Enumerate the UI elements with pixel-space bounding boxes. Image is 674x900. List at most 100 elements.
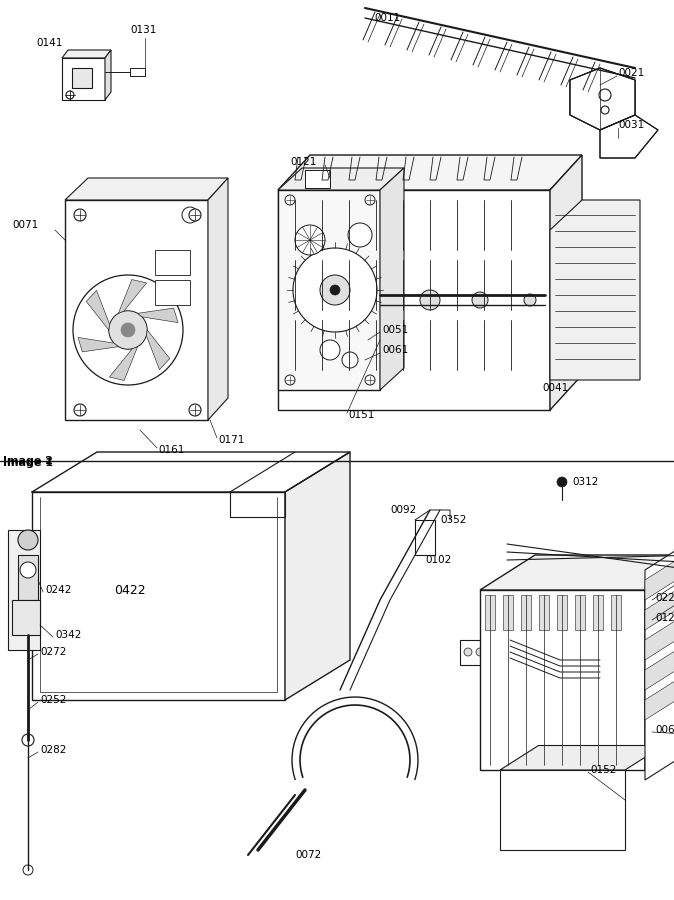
Circle shape	[182, 207, 198, 223]
Circle shape	[342, 352, 358, 368]
Text: 0342: 0342	[55, 630, 82, 640]
Polygon shape	[65, 200, 208, 420]
Polygon shape	[557, 595, 567, 630]
Circle shape	[109, 310, 147, 349]
Circle shape	[320, 340, 340, 360]
Polygon shape	[503, 595, 513, 630]
Polygon shape	[500, 745, 663, 770]
Polygon shape	[65, 178, 228, 200]
Polygon shape	[18, 555, 38, 600]
Circle shape	[295, 225, 325, 255]
Polygon shape	[645, 535, 674, 780]
Polygon shape	[645, 635, 674, 690]
Polygon shape	[570, 68, 635, 130]
Polygon shape	[62, 58, 105, 100]
Polygon shape	[146, 330, 170, 370]
Polygon shape	[8, 530, 40, 650]
Circle shape	[189, 209, 201, 221]
Text: 0141: 0141	[36, 38, 63, 48]
Bar	[72, 68, 92, 88]
Circle shape	[500, 648, 508, 656]
Text: 0242: 0242	[45, 585, 71, 595]
Text: 0031: 0031	[618, 120, 644, 130]
Text: 0051: 0051	[382, 325, 408, 335]
Polygon shape	[539, 595, 549, 630]
Circle shape	[20, 562, 36, 578]
Circle shape	[74, 209, 86, 221]
Text: 0171: 0171	[218, 435, 245, 445]
Circle shape	[488, 648, 496, 656]
Circle shape	[22, 734, 34, 746]
Circle shape	[557, 477, 567, 487]
Text: 0282: 0282	[40, 745, 66, 755]
Circle shape	[601, 106, 609, 114]
Polygon shape	[119, 280, 147, 313]
Polygon shape	[137, 308, 178, 322]
Circle shape	[365, 375, 375, 385]
Circle shape	[348, 223, 372, 247]
Text: Image 2: Image 2	[3, 456, 53, 466]
Polygon shape	[62, 50, 111, 58]
Circle shape	[472, 292, 488, 308]
Polygon shape	[380, 168, 404, 390]
Text: 0121: 0121	[290, 157, 316, 167]
Text: 0122: 0122	[655, 613, 674, 623]
Polygon shape	[611, 595, 621, 630]
Bar	[305, 170, 330, 188]
Polygon shape	[480, 555, 674, 590]
Text: 0252: 0252	[40, 695, 66, 705]
Text: 0352: 0352	[440, 515, 466, 525]
Circle shape	[476, 648, 484, 656]
Bar	[155, 250, 190, 275]
Text: 0272: 0272	[40, 647, 66, 657]
Text: 0151: 0151	[348, 410, 374, 420]
Text: 0422: 0422	[114, 583, 146, 597]
Circle shape	[330, 285, 340, 295]
Polygon shape	[109, 346, 137, 381]
Text: 0071: 0071	[12, 220, 38, 230]
Polygon shape	[32, 492, 285, 700]
Polygon shape	[521, 595, 531, 630]
Polygon shape	[278, 190, 550, 410]
Polygon shape	[285, 452, 350, 700]
Circle shape	[121, 323, 135, 337]
Polygon shape	[480, 590, 645, 770]
Polygon shape	[645, 575, 674, 630]
Polygon shape	[645, 605, 674, 660]
Text: 0222: 0222	[655, 593, 674, 603]
Polygon shape	[500, 770, 625, 850]
Text: 0092: 0092	[390, 505, 417, 515]
Text: 0102: 0102	[425, 555, 452, 565]
Text: Image 1: Image 1	[3, 458, 53, 468]
Bar	[155, 280, 190, 305]
Polygon shape	[86, 291, 110, 330]
Circle shape	[464, 648, 472, 656]
Circle shape	[293, 248, 377, 332]
Polygon shape	[278, 168, 404, 190]
Polygon shape	[570, 68, 635, 130]
Text: 0131: 0131	[130, 25, 156, 35]
Polygon shape	[550, 155, 582, 410]
Circle shape	[599, 89, 611, 101]
Polygon shape	[645, 555, 674, 770]
Text: 0021: 0021	[618, 68, 644, 78]
Circle shape	[23, 865, 33, 875]
Circle shape	[74, 404, 86, 416]
Text: 0152: 0152	[590, 765, 617, 775]
Circle shape	[524, 294, 536, 306]
Text: 0312: 0312	[572, 477, 599, 487]
Text: 0072: 0072	[295, 850, 321, 860]
Polygon shape	[575, 595, 585, 630]
Text: 0011: 0011	[374, 13, 400, 23]
Polygon shape	[415, 520, 435, 555]
Polygon shape	[645, 545, 674, 600]
Polygon shape	[278, 155, 582, 190]
Circle shape	[18, 530, 38, 550]
Text: 0041: 0041	[542, 383, 568, 393]
Circle shape	[420, 290, 440, 310]
Polygon shape	[645, 665, 674, 720]
Circle shape	[320, 275, 350, 305]
Polygon shape	[460, 640, 510, 665]
Text: 0061: 0061	[382, 345, 408, 355]
Circle shape	[285, 375, 295, 385]
